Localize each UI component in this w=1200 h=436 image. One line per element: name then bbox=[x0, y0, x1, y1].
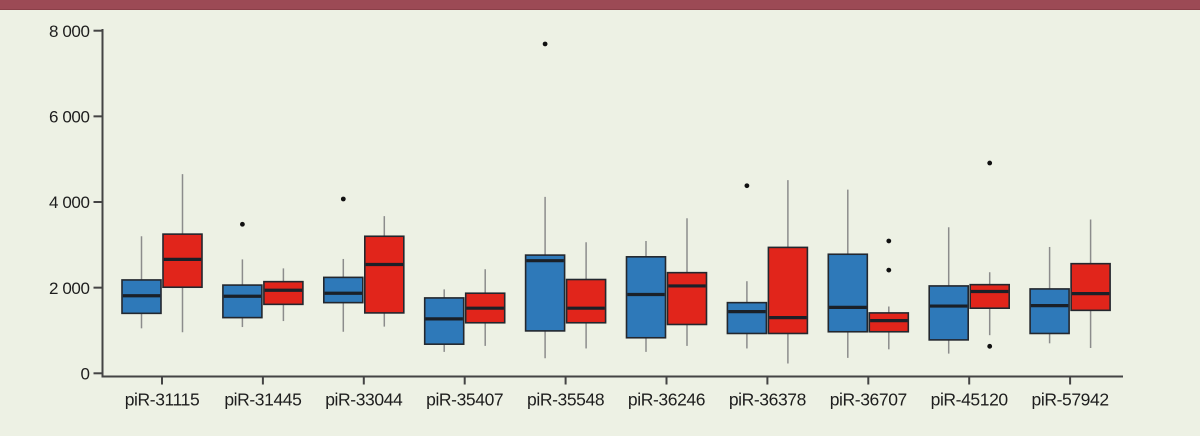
box-group-blue-piR-45120 bbox=[928, 285, 970, 341]
box-group-red-piR-36707 bbox=[868, 312, 910, 333]
window-top-bar bbox=[0, 0, 1200, 10]
x-category-label: piR-31115 bbox=[125, 390, 200, 410]
outlier-dot-group-blue-piR-31445 bbox=[240, 221, 245, 227]
box-group-blue-piR-35407 bbox=[423, 297, 465, 345]
box-group-blue-piR-31445 bbox=[222, 284, 263, 319]
box-group-blue-piR-36707 bbox=[827, 253, 869, 333]
x-category-label: piR-36707 bbox=[830, 390, 907, 410]
outlier-dot-group-red-piR-36707 bbox=[886, 238, 892, 244]
box-group-blue-piR-33044 bbox=[322, 276, 364, 304]
x-category-label: piR-35407 bbox=[426, 390, 503, 410]
y-tick-label: 8 000 bbox=[49, 22, 90, 41]
outlier-dot-group-blue-piR-35548 bbox=[542, 41, 548, 47]
box-group-red-piR-36246 bbox=[666, 271, 708, 326]
y-tick-label: 4 000 bbox=[49, 193, 90, 212]
box-group-red-piR-57942 bbox=[1070, 262, 1111, 312]
outlier-dot-group-red-piR-45120 bbox=[987, 160, 993, 166]
y-tick-label: 6 000 bbox=[49, 107, 90, 126]
x-category-label: piR-36246 bbox=[628, 390, 705, 410]
box-group-red-piR-31445 bbox=[263, 280, 304, 306]
box-group-red-piR-45120 bbox=[969, 283, 1011, 310]
box-group-blue-piR-57942 bbox=[1029, 288, 1070, 335]
outlier-dot-group-blue-piR-36378 bbox=[744, 183, 750, 189]
y-tick-label: 2 000 bbox=[49, 279, 90, 298]
x-category-label: piR-57942 bbox=[1032, 390, 1109, 410]
box-group-blue-piR-36378 bbox=[726, 301, 768, 335]
box-group-red-piR-36378 bbox=[767, 246, 809, 335]
box-group-blue-piR-35548 bbox=[524, 254, 566, 332]
x-category-label: piR-35548 bbox=[527, 390, 604, 410]
x-category-label: piR-45120 bbox=[931, 390, 1009, 410]
outlier-dot-group-blue-piR-33044 bbox=[340, 196, 346, 202]
outlier-dot-group-red-piR-45120 bbox=[987, 343, 993, 349]
box-group-red-piR-35548 bbox=[565, 278, 607, 324]
x-category-label: piR-31445 bbox=[224, 390, 301, 410]
box-group-red-piR-33044 bbox=[363, 235, 405, 314]
box-group-blue-piR-36246 bbox=[625, 256, 667, 339]
x-category-label: piR-33044 bbox=[325, 390, 403, 410]
y-tick-label: 0 bbox=[80, 364, 89, 383]
x-category-label: piR-36378 bbox=[729, 390, 806, 410]
outlier-dot-group-red-piR-36707 bbox=[886, 267, 892, 273]
